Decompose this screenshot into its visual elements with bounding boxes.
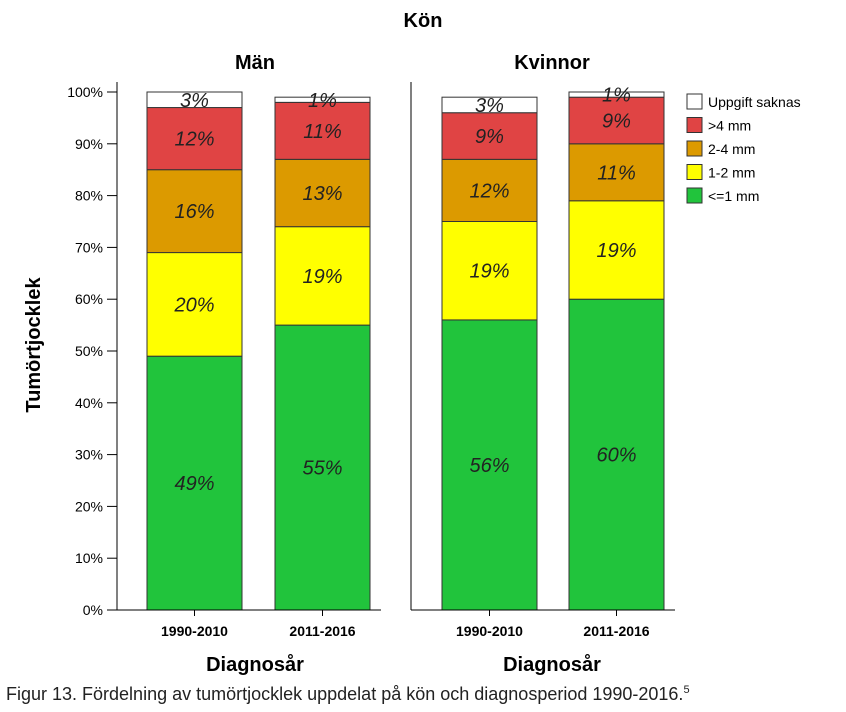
- data-label: 19%: [596, 240, 636, 262]
- panel-title: Män: [235, 52, 275, 74]
- y-tick-label: 50%: [75, 343, 103, 359]
- data-label: 12%: [469, 180, 509, 202]
- caption-text: Figur 13. Fördelning av tumörtjocklek up…: [6, 684, 684, 704]
- bar-segment: [274, 96, 371, 103]
- y-tick-label: 90%: [75, 136, 103, 152]
- bar-segment: [146, 252, 243, 357]
- data-label: 19%: [302, 266, 342, 288]
- y-axis-title: Tumörtjocklek: [23, 277, 45, 413]
- bar-segment: [146, 169, 243, 254]
- x-tick-label: 1990-2010: [456, 623, 523, 639]
- chart-title: Kön: [404, 10, 443, 32]
- bar-segment: [146, 355, 243, 611]
- bar-segment: [441, 158, 538, 222]
- data-label: 13%: [302, 183, 342, 205]
- legend-swatch: [686, 187, 703, 204]
- bar-segment: [146, 91, 243, 109]
- data-label: 9%: [475, 126, 504, 148]
- data-label: 11%: [303, 121, 342, 143]
- bar-segment: [568, 298, 665, 611]
- data-label: 12%: [174, 129, 214, 151]
- data-label: 1%: [602, 85, 631, 107]
- legend-label: >4 mm: [708, 118, 751, 134]
- legend-swatch: [686, 117, 703, 133]
- bar-segment: [146, 107, 243, 171]
- data-label: 1%: [308, 90, 337, 112]
- y-tick-label: 40%: [75, 395, 103, 411]
- y-tick-label: 80%: [75, 188, 103, 204]
- legend-label: 2-4 mm: [708, 141, 755, 157]
- data-label: 60%: [596, 445, 636, 467]
- data-label: 16%: [174, 201, 214, 223]
- data-label: 3%: [180, 90, 209, 112]
- data-label: 49%: [174, 473, 214, 495]
- data-label: 56%: [469, 455, 509, 477]
- legend-label: 1-2 mm: [708, 165, 755, 181]
- y-tick-label: 70%: [75, 239, 103, 255]
- bar-segment: [274, 101, 371, 160]
- y-tick-label: 10%: [75, 550, 103, 566]
- bar-segment: [441, 221, 538, 321]
- bar-segment: [441, 319, 538, 611]
- legend-label: <=1 mm: [708, 188, 759, 204]
- x-axis-title: Diagnosår: [503, 653, 601, 676]
- data-label: 20%: [173, 294, 214, 316]
- figure-caption: Figur 13. Fördelning av tumörtjocklek up…: [6, 684, 690, 705]
- bar-segment: [568, 200, 665, 300]
- x-axis-title: Diagnosår: [206, 653, 304, 676]
- x-tick-label: 2011-2016: [289, 623, 355, 639]
- data-label: 9%: [602, 110, 631, 132]
- bar-segment: [568, 143, 665, 202]
- data-label: 3%: [475, 95, 504, 117]
- data-label: 11%: [597, 162, 636, 184]
- bar-segment: [568, 91, 665, 98]
- y-tick-label: 30%: [75, 447, 103, 463]
- y-tick-label: 60%: [75, 291, 103, 307]
- legend-swatch: [686, 164, 703, 180]
- bar-segment: [274, 324, 371, 611]
- data-label: 19%: [469, 261, 509, 283]
- caption-footnote-ref: 5: [683, 684, 690, 696]
- y-tick-label: 100%: [67, 84, 103, 100]
- bar-segment: [441, 96, 538, 114]
- bar-segment: [568, 96, 665, 145]
- legend-swatch: [686, 140, 703, 157]
- y-tick-label: 0%: [83, 602, 103, 618]
- y-tick-label: 20%: [75, 498, 103, 514]
- x-tick-label: 1990-2010: [161, 623, 228, 639]
- legend-swatch: [686, 93, 703, 110]
- data-label: 55%: [302, 458, 342, 480]
- panel-title: Kvinnor: [514, 52, 590, 74]
- legend-label: Uppgift saknas: [708, 94, 801, 110]
- bar-segment: [274, 226, 371, 326]
- x-tick-label: 2011-2016: [583, 623, 649, 639]
